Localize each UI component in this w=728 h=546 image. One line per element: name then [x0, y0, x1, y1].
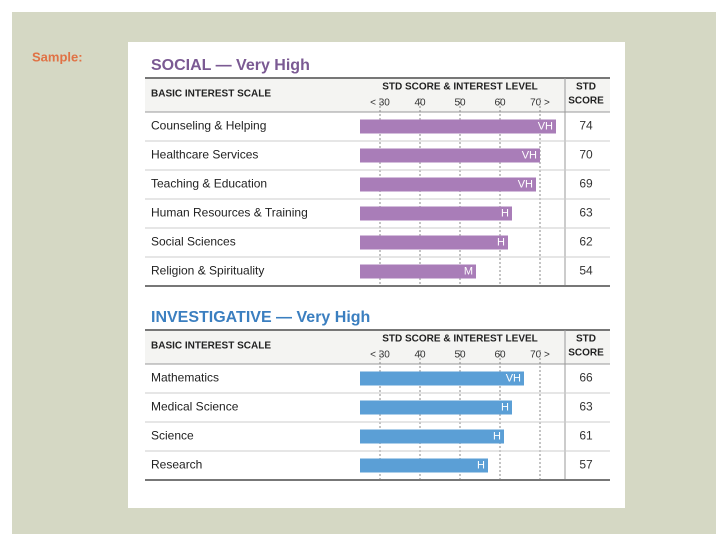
category-label: Social Sciences	[151, 235, 236, 249]
axis-title: STD SCORE & INTEREST LEVEL	[382, 334, 538, 345]
score-header: STD	[576, 82, 596, 93]
level-label: H	[493, 430, 501, 442]
score-value: 69	[579, 177, 593, 191]
category-label: Teaching & Education	[151, 177, 267, 191]
score-value: 61	[579, 429, 593, 443]
category-label: Healthcare Services	[151, 148, 258, 162]
score-header: SCORE	[568, 96, 604, 107]
score-value: 63	[579, 206, 593, 220]
level-label: VH	[522, 149, 537, 161]
section-title: SOCIAL — Very High	[151, 57, 310, 74]
category-label: Counseling & Helping	[151, 119, 266, 133]
score-value: 54	[579, 264, 593, 278]
header-background	[145, 330, 610, 364]
bar	[360, 148, 540, 163]
level-label: VH	[506, 372, 521, 384]
score-value: 57	[579, 458, 593, 472]
section-title: INVESTIGATIVE — Very High	[151, 309, 370, 326]
level-label: H	[477, 459, 485, 471]
category-label: Religion & Spirituality	[151, 264, 264, 278]
score-value: 74	[579, 119, 593, 133]
bar	[360, 119, 556, 134]
score-value: 70	[579, 148, 593, 162]
score-value: 62	[579, 235, 593, 249]
level-label: H	[501, 207, 509, 219]
score-value: 63	[579, 400, 593, 414]
score-header: SCORE	[568, 348, 604, 359]
level-label: H	[497, 236, 505, 248]
category-label: Science	[151, 429, 194, 443]
level-label: M	[464, 265, 473, 277]
level-label: VH	[538, 120, 553, 132]
scale-header: BASIC INTEREST SCALE	[151, 341, 271, 352]
level-label: VH	[518, 178, 533, 190]
bar	[360, 400, 512, 415]
header-background	[145, 78, 610, 112]
score-value: 66	[579, 371, 593, 385]
scale-header: BASIC INTEREST SCALE	[151, 89, 271, 100]
category-label: Medical Science	[151, 400, 239, 414]
bar	[360, 458, 488, 473]
bar	[360, 206, 512, 221]
sample-label: Sample:	[32, 49, 83, 64]
category-label: Research	[151, 458, 202, 472]
bar	[360, 371, 524, 386]
level-label: H	[501, 401, 509, 413]
category-label: Mathematics	[151, 371, 219, 385]
score-header: STD	[576, 334, 596, 345]
axis-title: STD SCORE & INTEREST LEVEL	[382, 82, 538, 93]
bar	[360, 177, 536, 192]
bar	[360, 264, 476, 279]
bar	[360, 429, 504, 444]
bar	[360, 235, 508, 250]
category-label: Human Resources & Training	[151, 206, 308, 220]
